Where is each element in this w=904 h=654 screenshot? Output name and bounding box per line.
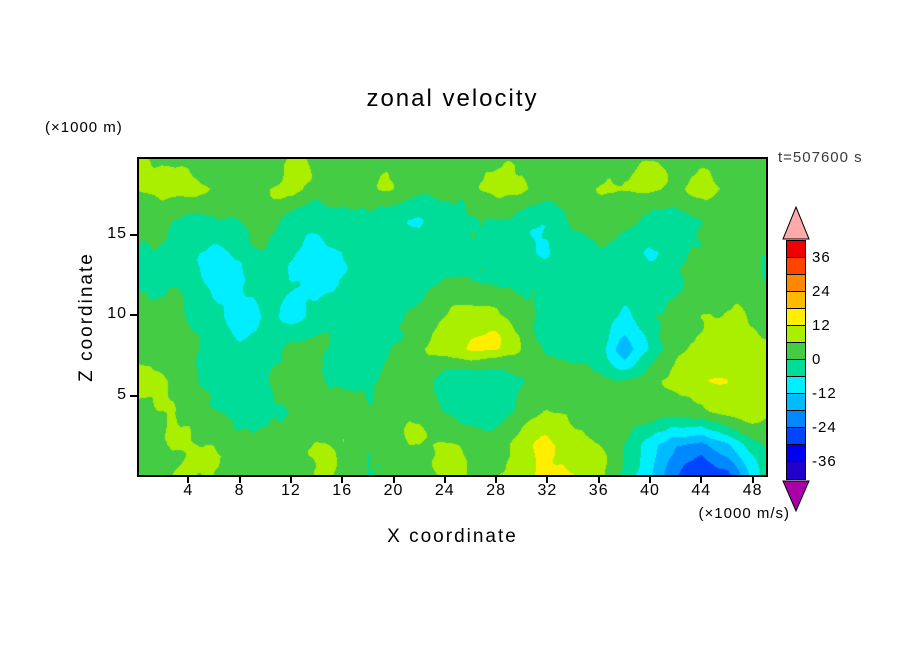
colorbar-band (787, 360, 805, 377)
x-tick-label: 40 (640, 482, 660, 499)
x-tick-mark (187, 477, 190, 483)
colorbar-band (787, 258, 805, 275)
x-tick-label: 36 (588, 482, 609, 499)
x-tick-mark (546, 477, 549, 483)
x-tick-label: 8 (234, 482, 245, 499)
x-tick-mark (751, 477, 754, 483)
x-tick-label: 20 (383, 482, 404, 499)
x-tick-label: 24 (434, 482, 455, 499)
x-tick-label: 32 (537, 482, 558, 499)
x-tick-mark (341, 477, 344, 483)
colorbar-band (787, 411, 805, 428)
colorbar-label: -12 (812, 385, 837, 402)
chart-title: zonal velocity (366, 85, 539, 112)
x-tick-mark (289, 477, 292, 483)
colorbar-bottom-arrow-icon (782, 480, 810, 512)
z-tick-label: 10 (107, 305, 127, 323)
colorbar-band (787, 394, 805, 411)
x-axis-label: X coordinate (387, 526, 518, 547)
colorbar-body (786, 240, 806, 480)
z-tick-label: 5 (117, 386, 127, 404)
y-axis-units-label: (×1000 m) (45, 119, 123, 136)
x-tick-label: 44 (691, 482, 712, 499)
colorbar-units-label: (×1000 m/s) (698, 505, 790, 522)
colorbar-top-arrow-icon (782, 206, 810, 240)
colorbar-label: 12 (812, 317, 831, 334)
z-tick-mark (130, 395, 137, 398)
x-tick-mark (238, 477, 241, 483)
x-tick-label: 48 (742, 482, 763, 499)
x-tick-label: 12 (280, 482, 301, 499)
x-tick-mark (392, 477, 395, 483)
plot-area: 4 8 12 16 20 24 28 32 36 40 44 48 5 10 15 (107, 157, 768, 499)
colorbar-band (787, 428, 805, 445)
z-tick-label: 15 (107, 224, 127, 242)
colorbar-band (787, 343, 805, 360)
colorbar-band (787, 275, 805, 292)
x-tick-label: 4 (183, 482, 194, 499)
colorbar-band (787, 326, 805, 343)
colorbar-label: 0 (812, 351, 822, 368)
colorbar-label: 36 (812, 249, 831, 266)
colorbar-label: 24 (812, 283, 831, 300)
colorbar-label: -36 (812, 453, 837, 470)
colorbar-band (787, 309, 805, 326)
colorbar-band (787, 445, 805, 462)
z-tick-mark (130, 314, 137, 317)
colorbar-band (787, 377, 805, 394)
colorbar-band (787, 241, 805, 258)
x-tick-label: 16 (332, 482, 353, 499)
x-tick-mark (443, 477, 446, 483)
contour-plot-canvas (137, 157, 768, 477)
x-tick-label: 28 (486, 482, 506, 499)
colorbar-labels: 36 24 12 0 -12 -24 -36 (812, 240, 858, 480)
time-annotation: t=507600 s (778, 149, 863, 166)
z-axis-label: Z coordinate (76, 252, 97, 382)
z-tick-mark (130, 233, 137, 236)
x-tick-mark (649, 477, 651, 483)
colorbar-band (787, 462, 805, 479)
x-tick-mark (597, 477, 600, 483)
colorbar-band (787, 292, 805, 309)
colorbar-label: -24 (812, 419, 837, 436)
x-tick-mark (700, 477, 703, 483)
x-tick-mark (495, 477, 498, 483)
